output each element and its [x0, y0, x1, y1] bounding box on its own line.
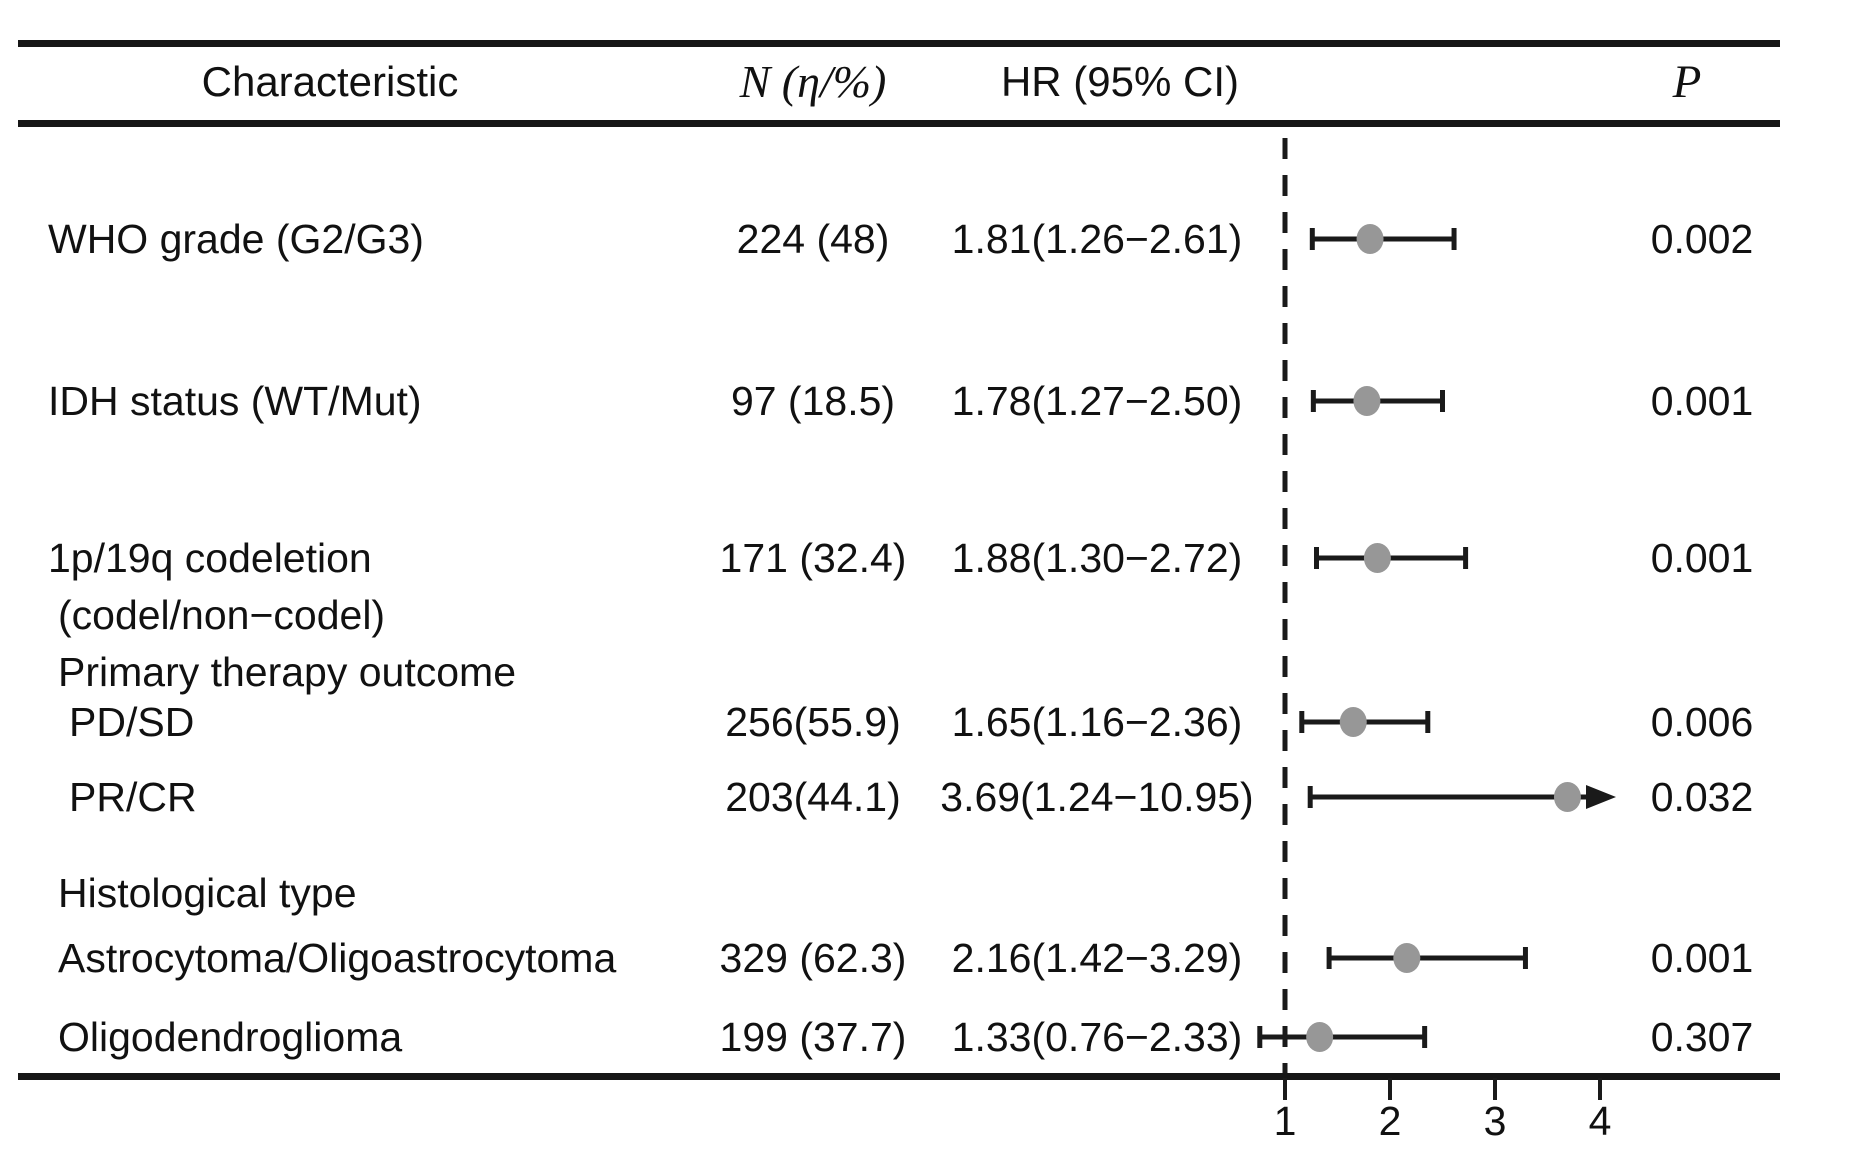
row-label: WHO grade (G2/G3)	[48, 216, 424, 262]
row-n-value: 97 (18.5)	[730, 378, 896, 424]
table-row: WHO grade (G2/G3) 224 (48) 1.81(1.26−2.6…	[0, 212, 1850, 266]
row-hr-value: 1.88(1.30−2.72)	[951, 535, 1243, 581]
row-n-value: 256(55.9)	[725, 699, 901, 745]
group-label: Histological type	[58, 870, 357, 916]
row-hr-value: 3.69(1.24−10.95)	[940, 774, 1254, 820]
row-p-value: 0.001	[1650, 535, 1754, 581]
x-axis-tick-label: 1	[1273, 1098, 1297, 1144]
table-row: IDH status (WT/Mut) 97 (18.5) 1.78(1.27−…	[0, 374, 1850, 428]
row-label: Astrocytoma/Oligoastrocytoma	[58, 935, 617, 981]
table-row: Astrocytoma/Oligoastrocytoma 329 (62.3) …	[0, 931, 1850, 985]
row-n-value: 224 (48)	[736, 216, 890, 262]
table-row: PR/CR 203(44.1) 3.69(1.24−10.95) 0.032	[0, 770, 1850, 824]
row-n-value: 329 (62.3)	[719, 935, 907, 981]
x-axis-tick-label: 3	[1483, 1098, 1507, 1144]
table-row-label-continuation: (codel/non−codel)	[0, 588, 1850, 642]
table-row: 1p/19q codeletion 171 (32.4) 1.88(1.30−2…	[0, 531, 1850, 585]
row-n-value: 203(44.1)	[725, 774, 901, 820]
x-axis-tick-label: 2	[1378, 1098, 1402, 1144]
table-row: Oligodendroglioma 199 (37.7) 1.33(0.76−2…	[0, 1010, 1850, 1064]
column-header-hr-ci: HR (95% CI)	[1000, 58, 1240, 105]
row-n-value: 171 (32.4)	[719, 535, 907, 581]
group-label: Primary therapy outcome	[58, 649, 517, 695]
row-label: IDH status (WT/Mut)	[48, 378, 422, 424]
row-n-value: 199 (37.7)	[719, 1014, 907, 1060]
row-p-value: 0.307	[1650, 1014, 1754, 1060]
x-axis-tick-label: 4	[1588, 1098, 1612, 1144]
column-header-characteristic: Characteristic	[201, 58, 459, 105]
row-p-value: 0.001	[1650, 935, 1754, 981]
table-group-row: Histological type	[0, 866, 1850, 920]
row-hr-value: 2.16(1.42−3.29)	[951, 935, 1243, 981]
row-p-value: 0.032	[1650, 774, 1754, 820]
table-group-row: Primary therapy outcome	[0, 645, 1850, 699]
row-label: Oligodendroglioma	[58, 1014, 403, 1060]
row-p-value: 0.002	[1650, 216, 1754, 262]
column-header-n: N (η/%)	[739, 56, 887, 107]
bottom-rule-axis-line	[18, 1073, 1780, 1080]
row-label: (codel/non−codel)	[58, 592, 386, 638]
column-header-p: P	[1672, 56, 1702, 108]
row-hr-value: 1.33(0.76−2.33)	[951, 1014, 1243, 1060]
row-label: 1p/19q codeletion	[48, 535, 372, 581]
row-label: PR/CR	[69, 774, 197, 820]
top-rule	[18, 40, 1780, 47]
row-label: PD/SD	[69, 699, 195, 745]
table-row: PD/SD 256(55.9) 1.65(1.16−2.36) 0.006	[0, 695, 1850, 749]
row-hr-value: 1.65(1.16−2.36)	[951, 699, 1243, 745]
row-hr-value: 1.78(1.27−2.50)	[951, 378, 1243, 424]
row-p-value: 0.001	[1650, 378, 1754, 424]
row-p-value: 0.006	[1650, 699, 1754, 745]
header-rule	[18, 120, 1780, 127]
row-hr-value: 1.81(1.26−2.61)	[951, 216, 1243, 262]
